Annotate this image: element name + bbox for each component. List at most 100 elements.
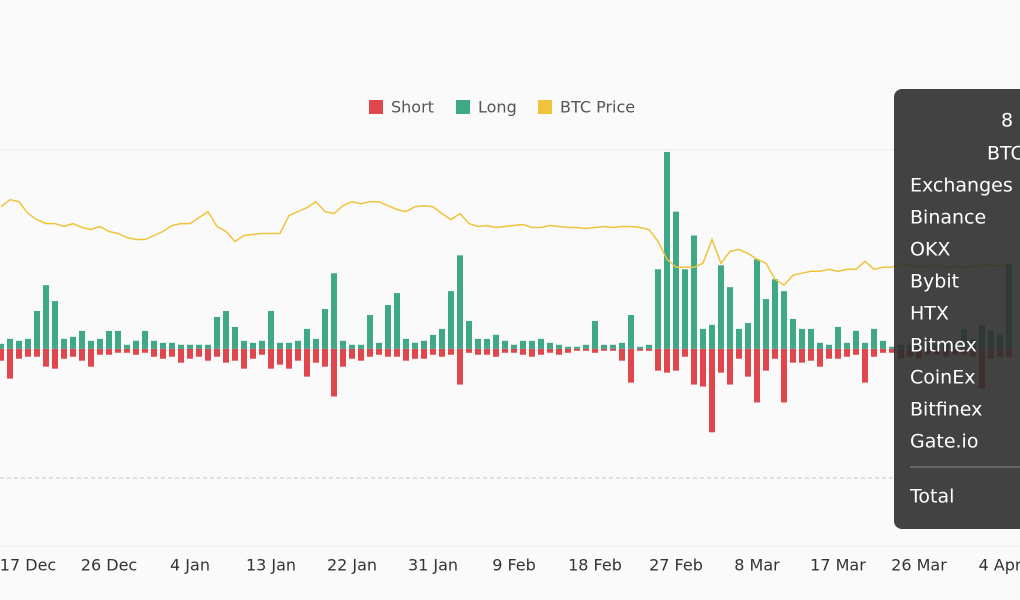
bar — [826, 348, 832, 359]
bar — [880, 348, 886, 353]
bar — [25, 348, 31, 357]
bar — [430, 348, 436, 355]
x-tick-label: 26 Dec — [81, 556, 137, 575]
bar — [754, 348, 760, 403]
bar — [205, 344, 211, 349]
bar — [601, 348, 607, 351]
bar — [16, 340, 22, 349]
bar — [556, 344, 562, 349]
tooltip-row: Exchanges — [910, 175, 1013, 197]
bar — [574, 346, 580, 349]
bar — [745, 348, 751, 377]
bar — [664, 348, 670, 373]
tooltip-row: Binance — [910, 207, 986, 229]
bar — [403, 348, 409, 361]
bar — [160, 342, 166, 349]
bar — [853, 330, 859, 349]
bar — [295, 348, 301, 361]
tooltip-subtitle: BTC Price — [987, 143, 1020, 165]
bar — [214, 348, 220, 357]
bar — [700, 328, 706, 349]
bar — [394, 293, 400, 349]
bar — [736, 328, 742, 349]
bar — [466, 348, 472, 353]
bar — [511, 348, 517, 353]
x-tick-label: 26 Mar — [891, 556, 947, 575]
x-tick-label: 13 Jan — [246, 556, 296, 575]
x-tick-label: 17 Mar — [810, 556, 866, 575]
bar — [610, 344, 616, 349]
bar — [439, 348, 445, 357]
bar — [583, 344, 589, 349]
tooltip-row: Gate.io — [910, 431, 978, 453]
legend-label: Long — [478, 98, 517, 117]
bar — [88, 340, 94, 349]
bar — [799, 328, 805, 349]
bar — [349, 344, 355, 349]
bar — [169, 348, 175, 357]
bar — [349, 348, 355, 359]
bar — [628, 348, 634, 383]
bar — [835, 348, 841, 359]
bar — [673, 348, 679, 371]
bar — [43, 285, 49, 349]
bar — [223, 311, 229, 349]
bar — [70, 336, 76, 349]
legend-label: Short — [391, 98, 434, 117]
bar — [601, 344, 607, 349]
bar — [79, 348, 85, 361]
bar — [637, 348, 643, 351]
bar — [673, 211, 679, 349]
bar — [277, 342, 283, 349]
bar — [340, 348, 346, 367]
bar — [232, 348, 238, 361]
tooltip-row: Bybit — [910, 271, 959, 293]
bar — [439, 328, 445, 349]
bar — [187, 348, 193, 359]
tooltip-row: OKX — [910, 239, 950, 261]
bar — [682, 269, 688, 349]
bar — [637, 346, 643, 349]
bar — [691, 235, 697, 349]
bar — [268, 311, 274, 349]
bar — [610, 348, 616, 351]
bar — [736, 348, 742, 359]
bar — [232, 326, 238, 349]
x-tick-label: 8 Mar — [734, 556, 780, 575]
bar — [799, 348, 805, 363]
bar — [133, 340, 139, 349]
bar — [331, 348, 337, 397]
bar — [178, 344, 184, 349]
bar — [871, 348, 877, 357]
tooltip-total: Total — [909, 486, 954, 508]
bar — [142, 330, 148, 349]
bar — [151, 348, 157, 357]
x-tick-label: 17 Dec — [0, 556, 56, 575]
bar — [268, 348, 274, 369]
bar — [412, 342, 418, 349]
tooltip: 8 Mar BTC Price Total Exchanges Binance OK… — [894, 89, 1020, 529]
bar — [358, 344, 364, 349]
bar — [448, 348, 454, 355]
bar — [520, 340, 526, 349]
bar — [421, 340, 427, 349]
bar — [331, 273, 337, 349]
bar — [781, 291, 787, 349]
bar — [808, 348, 814, 361]
bar — [97, 338, 103, 349]
bar — [880, 340, 886, 349]
bar — [394, 348, 400, 357]
bar — [277, 348, 283, 365]
bar — [817, 342, 823, 349]
bar — [565, 346, 571, 349]
bar — [358, 348, 364, 361]
bar — [205, 348, 211, 361]
bar — [574, 348, 580, 351]
bar — [817, 348, 823, 367]
bar — [367, 314, 373, 349]
bar — [313, 348, 319, 363]
bar — [124, 348, 130, 353]
bar — [430, 334, 436, 349]
bar — [223, 348, 229, 363]
bar — [655, 348, 661, 371]
